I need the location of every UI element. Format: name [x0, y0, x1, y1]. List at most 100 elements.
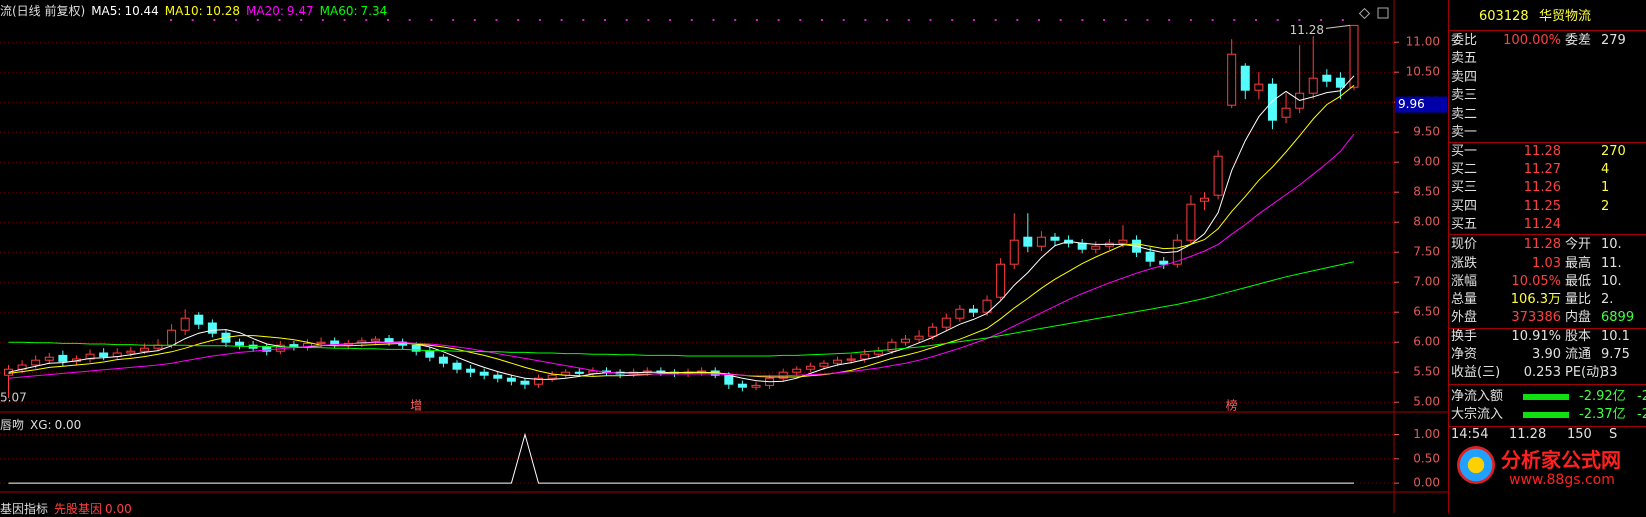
signal-dot — [1211, 19, 1214, 21]
quote-cell: 买二 — [1451, 162, 1478, 177]
signal-dot — [235, 19, 238, 21]
quote-cell: 1 — [1601, 180, 1610, 195]
legend-value: 10.44 — [124, 4, 159, 18]
separator — [1449, 142, 1646, 143]
candle-body — [982, 299, 992, 313]
event-marker: 增 — [410, 399, 422, 413]
series-line — [8, 432, 1354, 484]
legend-name: MA20: — [246, 4, 284, 18]
signal-dot — [1146, 19, 1149, 21]
candle-body — [792, 368, 802, 373]
signal-dot — [712, 19, 715, 21]
y-tick-label: 9.50 — [1413, 125, 1440, 139]
candle-body — [914, 335, 924, 340]
candle-body — [1281, 107, 1291, 118]
candle-body — [737, 383, 747, 388]
quote-cell: 11.28 — [1523, 144, 1561, 159]
signal-dot — [647, 19, 650, 21]
quote-cell: 现价 — [1451, 237, 1478, 252]
candle-body — [996, 263, 1006, 298]
quote-cell: 买三 — [1451, 180, 1478, 195]
candle-body — [833, 359, 843, 364]
candle-body — [262, 346, 272, 352]
signal-dot — [256, 19, 259, 21]
candle-body — [58, 354, 68, 362]
signal-dot — [1320, 19, 1323, 21]
chart: 5.00 5.50 6.00 6.50 7.00 7.50 8.00 8.50 9.00 9.50… — [0, 0, 1448, 513]
candle-body — [167, 329, 177, 346]
quote-cell: 11. — [1601, 256, 1622, 271]
signal-dot — [907, 19, 910, 21]
signal-dot — [755, 19, 758, 21]
separator — [1449, 30, 1646, 31]
candle-body — [466, 368, 476, 373]
signal-dot — [408, 19, 411, 21]
series-line — [8, 75, 1355, 383]
quote-cell: 10. — [1601, 237, 1622, 252]
watermark-url: www.88gs.com — [1509, 472, 1615, 488]
signal-dot — [994, 19, 997, 21]
candle-body — [1267, 83, 1277, 121]
watermark: 分析家公式网 www.88gs.com — [1449, 440, 1646, 500]
quote-cell: 4 — [1601, 162, 1610, 177]
quote-cell: 涨幅 — [1451, 274, 1478, 289]
candle-body — [1227, 53, 1237, 106]
signal-dot — [1059, 19, 1062, 21]
signal-dot — [430, 19, 433, 21]
signal-dot — [886, 19, 889, 21]
candle-body — [1036, 236, 1046, 247]
watermark-title: 分析家公式网 — [1501, 448, 1621, 472]
high-arrow — [1325, 24, 1351, 29]
signal-dot — [842, 19, 845, 21]
flow-value: -2.37亿 — [1579, 407, 1626, 422]
candle-body — [370, 338, 380, 342]
quote-cell: 33 — [1601, 365, 1618, 380]
quote-cell: 106.3万 — [1510, 292, 1561, 307]
candle-body — [316, 341, 326, 344]
legend-value: 9.47 — [286, 4, 314, 18]
signal-dot — [821, 19, 823, 21]
candle-body — [1159, 260, 1169, 265]
quote-panel: 603128 华贸物流 委比 100.00% 委差 279 卖五 卖四 卖三 卖二 卖一 买一 11.2… — [1448, 0, 1646, 513]
bottom-header: 基因指标 先股基因 0.00 — [0, 500, 138, 517]
series-line — [8, 261, 1355, 357]
candle-body — [194, 314, 204, 325]
indicator-header: 唇吻 XG: 0.00 — [0, 416, 87, 433]
signal-dot — [560, 19, 563, 21]
y-tick-label: 5.50 — [1413, 365, 1440, 379]
quote-cell: 11.27 — [1523, 162, 1561, 177]
quote-cell: 10.1 — [1601, 329, 1630, 344]
watermark-logo — [1457, 446, 1495, 484]
quote-cell: 委比 — [1451, 33, 1478, 48]
signal-dot — [690, 19, 693, 21]
flow-label: 大宗流入 — [1451, 407, 1504, 422]
quote-cell: 10. — [1601, 274, 1622, 289]
stock-code: 603128 — [1479, 9, 1529, 24]
candle-body — [873, 350, 883, 355]
cursor-price: 9.96 — [1398, 97, 1425, 111]
candle-body — [493, 374, 503, 379]
y-tick-label: 6.00 — [1413, 335, 1440, 349]
quote-cell: 279 — [1601, 33, 1626, 48]
quote-cell: 卖五 — [1451, 51, 1478, 66]
signal-dot — [1298, 19, 1301, 21]
indicator-value: 0.00 — [54, 418, 82, 432]
candle-body — [1050, 236, 1060, 241]
trade-cell: 14:54 — [1451, 427, 1489, 442]
candle-body — [1240, 65, 1250, 91]
candle-body — [207, 322, 217, 334]
indicator-name: XG: — [30, 418, 52, 432]
signal-dot — [1016, 19, 1019, 21]
y-tick-label: 10.50 — [1406, 65, 1440, 79]
separator — [1449, 328, 1646, 329]
candle-body — [928, 326, 938, 337]
signal-dot — [625, 19, 628, 21]
legend-name: MA5: — [91, 4, 122, 18]
quote-cell: 1.03 — [1532, 256, 1561, 271]
candle-body — [547, 374, 557, 379]
trade-cell: 11.28 — [1509, 427, 1547, 442]
quote-cell: 买四 — [1451, 199, 1478, 214]
signal-dot — [1168, 19, 1171, 21]
signal-dot — [734, 19, 737, 21]
quote-cell: 10.05% — [1511, 274, 1561, 289]
